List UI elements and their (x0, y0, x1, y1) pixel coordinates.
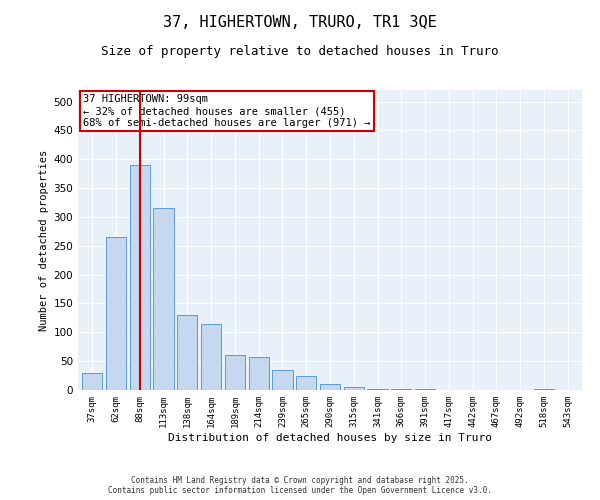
Bar (248, 357, 269, 390)
Bar (177, 315, 197, 390)
Y-axis label: Number of detached properties: Number of detached properties (39, 150, 49, 330)
Text: 37 HIGHERTOWN: 99sqm
← 32% of detached houses are smaller (455)
68% of semi-deta: 37 HIGHERTOWN: 99sqm ← 32% of detached h… (83, 94, 371, 128)
X-axis label: Distribution of detached houses by size in Truro: Distribution of detached houses by size … (168, 432, 492, 442)
Bar (154, 208, 173, 390)
Bar (344, 387, 364, 390)
Text: Contains HM Land Registry data © Crown copyright and database right 2025.
Contai: Contains HM Land Registry data © Crown c… (108, 476, 492, 495)
Bar (201, 324, 221, 390)
Bar (106, 237, 126, 390)
Bar (130, 165, 150, 390)
Bar (225, 356, 245, 390)
Bar (296, 376, 316, 390)
Text: Size of property relative to detached houses in Truro: Size of property relative to detached ho… (101, 45, 499, 58)
Text: 37, HIGHERTOWN, TRURO, TR1 3QE: 37, HIGHERTOWN, TRURO, TR1 3QE (163, 15, 437, 30)
Bar (320, 384, 340, 390)
Bar (272, 370, 293, 390)
Bar (82, 372, 103, 390)
Bar (367, 389, 388, 390)
